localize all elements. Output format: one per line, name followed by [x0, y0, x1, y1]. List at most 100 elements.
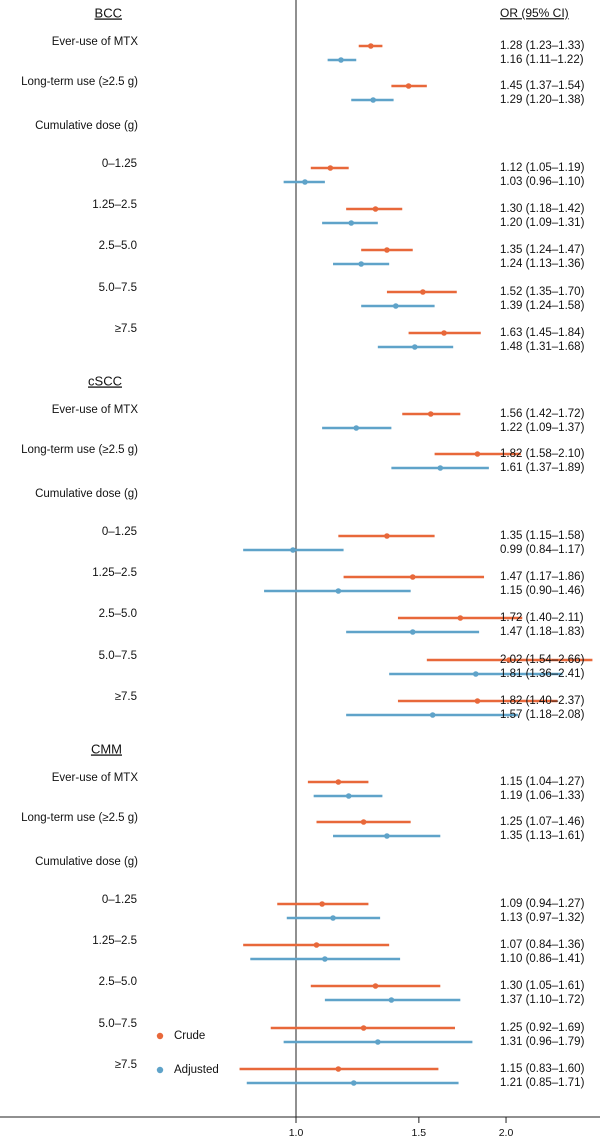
adjusted-or-text: 1.29 (1.20–1.38)	[500, 94, 585, 106]
adjusted-or-text: 1.24 (1.13–1.36)	[500, 258, 585, 270]
legend-marker-adjusted	[156, 1066, 164, 1074]
crude-point	[360, 819, 367, 825]
row-label: ≥7.5	[115, 323, 137, 335]
crude-or-text: 1.09 (0.94–1.27)	[500, 898, 585, 910]
adjusted-point	[345, 793, 352, 799]
crude-or-text: 1.12 (1.05–1.19)	[500, 162, 585, 174]
crude-point	[384, 247, 390, 253]
row-label: 5.0–7.5	[99, 650, 137, 662]
adjusted-or-text: 1.03 (0.96–1.10)	[500, 176, 585, 188]
adjusted-point	[370, 97, 376, 103]
row-label: Cumulative dose (g)	[35, 856, 138, 868]
adjusted-or-text: 1.31 (0.96–1.79)	[500, 1036, 585, 1048]
crude-point	[427, 411, 434, 417]
adjusted-point	[350, 1080, 357, 1086]
crude-point	[457, 615, 464, 621]
section-title: BCC	[95, 5, 122, 20]
legend-label-crude: Crude	[174, 1030, 205, 1042]
crude-or-text: 1.52 (1.35–1.70)	[500, 286, 585, 298]
adjusted-point	[338, 57, 344, 63]
row-label: Cumulative dose (g)	[35, 120, 138, 132]
crude-or-text: 1.72 (1.40–2.11)	[500, 612, 584, 624]
adjusted-point	[392, 303, 399, 309]
adjusted-or-text: 1.35 (1.13–1.61)	[500, 830, 585, 842]
legend: Crude Adjusted	[156, 1030, 219, 1076]
crude-point	[474, 698, 481, 704]
crude-point	[441, 330, 447, 336]
adjusted-point	[437, 465, 444, 471]
crude-or-text: 1.28 (1.23–1.33)	[500, 40, 585, 52]
crude-or-text: 1.63 (1.45–1.84)	[500, 327, 585, 339]
row-label: Long-term use (≥2.5 g)	[21, 76, 138, 88]
adjusted-point	[335, 588, 342, 594]
adjusted-or-text: 1.10 (0.86–1.41)	[500, 953, 585, 965]
ci-column-header: OR (95% CI)	[500, 6, 569, 20]
adjusted-point	[353, 425, 360, 431]
crude-or-text: 1.15 (0.83–1.60)	[500, 1063, 585, 1075]
adjusted-or-text: 1.37 (1.10–1.72)	[500, 994, 585, 1006]
row-label: Long-term use (≥2.5 g)	[21, 444, 138, 456]
adjusted-point	[472, 671, 479, 677]
x-tick-label: 1.5	[412, 1127, 427, 1139]
adjusted-or-text: 1.19 (1.06–1.33)	[500, 790, 585, 802]
crude-or-text: 1.30 (1.05–1.61)	[500, 980, 585, 992]
row-label: Ever-use of MTX	[52, 36, 139, 48]
crude-point	[335, 779, 342, 785]
adjusted-or-text: 1.21 (0.85–1.71)	[500, 1077, 585, 1089]
crude-or-text: 1.35 (1.15–1.58)	[500, 530, 585, 542]
adjusted-point	[411, 344, 418, 350]
adjusted-point	[302, 179, 308, 185]
rows-layer: BCC Ever-use of MTX 1.28 (1.23–1.33) 1.16 (…	[21, 5, 593, 1089]
crude-or-text: 2.02 (1.54–2.66)	[500, 654, 585, 666]
row-label: Cumulative dose (g)	[35, 488, 138, 500]
crude-or-text: 1.25 (0.92–1.69)	[500, 1022, 585, 1034]
crude-or-text: 1.45 (1.37–1.54)	[500, 80, 585, 92]
adjusted-or-text: 1.57 (1.18–2.08)	[500, 709, 585, 721]
legend-marker-crude	[156, 1032, 164, 1040]
row-label: 0–1.25	[102, 158, 137, 170]
adjusted-point	[375, 1039, 381, 1045]
crude-or-text: 1.56 (1.42–1.72)	[500, 408, 585, 420]
crude-point	[405, 83, 412, 89]
row-label: 5.0–7.5	[99, 1018, 137, 1030]
crude-point	[360, 1025, 367, 1031]
crude-point	[367, 43, 374, 49]
crude-or-text: 1.07 (0.84–1.36)	[500, 939, 585, 951]
adjusted-or-text: 1.47 (1.18–1.83)	[500, 626, 585, 638]
adjusted-or-text: 1.48 (1.31–1.68)	[500, 341, 585, 353]
legend-label-adjusted: Adjusted	[174, 1064, 219, 1076]
adjusted-or-text: 1.20 (1.09–1.31)	[500, 217, 585, 229]
adjusted-point	[429, 712, 436, 718]
adjusted-or-text: 1.39 (1.24–1.58)	[500, 300, 585, 312]
crude-or-text: 1.82 (1.58–2.10)	[500, 448, 585, 460]
adjusted-point	[358, 261, 364, 267]
adjusted-or-text: 1.22 (1.09–1.37)	[500, 422, 585, 434]
row-label: 1.25–2.5	[92, 935, 137, 947]
crude-or-text: 1.15 (1.04–1.27)	[500, 776, 585, 788]
crude-point	[409, 574, 416, 580]
section-title: cSCC	[88, 373, 122, 388]
adjusted-point	[388, 997, 395, 1003]
row-label: 2.5–5.0	[99, 608, 137, 620]
adjusted-point	[330, 915, 336, 921]
adjusted-point	[384, 833, 390, 839]
row-label: 0–1.25	[102, 526, 137, 538]
row-label: 1.25–2.5	[92, 567, 137, 579]
x-tick-label: 1.0	[289, 1127, 304, 1139]
crude-or-text: 1.47 (1.17–1.86)	[500, 571, 585, 583]
crude-or-text: 1.30 (1.18–1.42)	[500, 203, 585, 215]
crude-point	[327, 165, 334, 171]
adjusted-or-text: 0.99 (0.84–1.17)	[500, 544, 585, 556]
row-label: Ever-use of MTX	[52, 772, 139, 784]
crude-point	[474, 451, 481, 457]
row-label: Ever-use of MTX	[52, 404, 139, 416]
crude-point	[506, 657, 512, 663]
x-tick-label: 2.0	[499, 1127, 514, 1139]
adjusted-or-text: 1.13 (0.97–1.32)	[500, 912, 585, 924]
row-label: ≥7.5	[115, 1059, 137, 1071]
adjusted-or-text: 1.81 (1.36–2.41)	[500, 668, 585, 680]
row-label: 0–1.25	[102, 894, 137, 906]
crude-or-text: 1.25 (1.07–1.46)	[500, 816, 585, 828]
